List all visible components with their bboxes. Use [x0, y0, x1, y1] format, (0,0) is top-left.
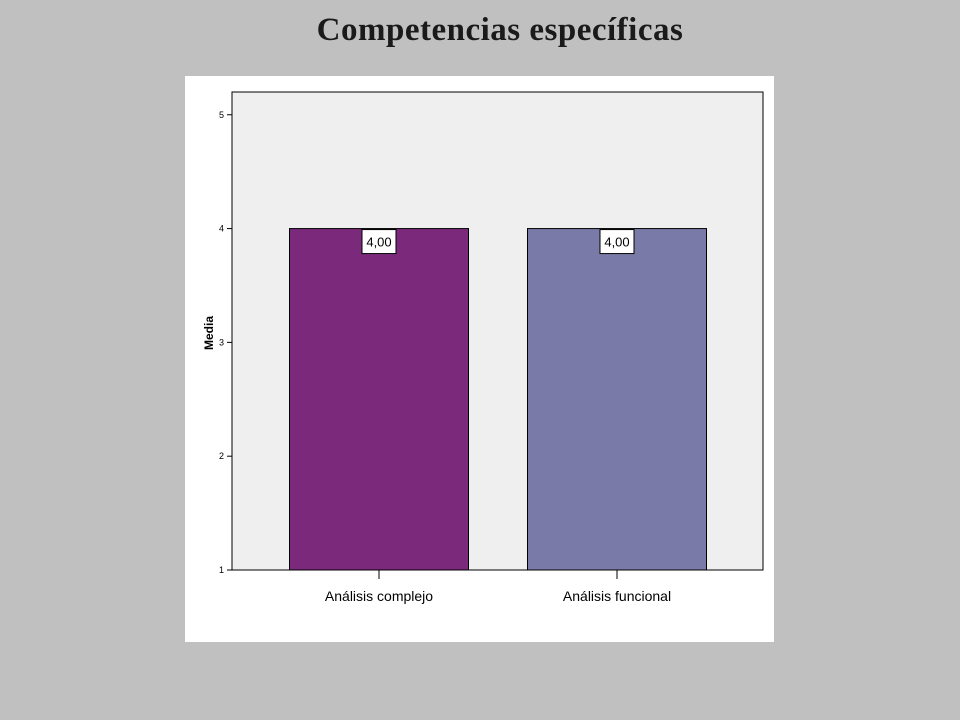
- y-tick-label: 1: [219, 565, 224, 575]
- y-tick-label: 4: [219, 224, 224, 234]
- data-label: 4,00: [604, 235, 629, 250]
- data-label-box: [361, 229, 397, 255]
- y-tick-label: 3: [219, 337, 224, 347]
- data-label-box: [599, 229, 635, 255]
- x-tick-label: Análisis complejo: [325, 588, 433, 604]
- y-tick-label: 5: [219, 110, 224, 120]
- data-label: 4,00: [366, 235, 391, 250]
- y-axis-label: Media: [202, 316, 216, 350]
- y-tick-label: 2: [219, 451, 224, 461]
- x-tick-label: Análisis funcional: [563, 588, 671, 604]
- bar: [289, 228, 469, 571]
- chart-panel: 1 2 3 4 5 Media 4,00 Análisis complejo 4,00 Análi…: [185, 76, 774, 642]
- bar-chart: 1 2 3 4 5 Media 4,00 Análisis complejo 4,00 Análi…: [202, 91, 764, 604]
- page-title: Competencias específicas: [316, 12, 684, 48]
- bar: [527, 228, 707, 571]
